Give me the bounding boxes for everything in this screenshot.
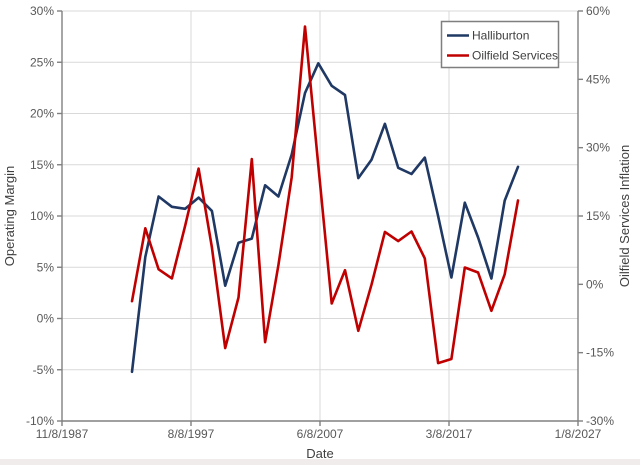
left-axis-tick-label: 20% <box>30 107 54 121</box>
right-axis-tick-label: -30% <box>586 414 614 428</box>
x-axis-tick-label: 6/8/2007 <box>297 427 344 441</box>
right-axis-tick-label: 15% <box>586 209 610 223</box>
right-axis-tick-label: 30% <box>586 141 610 155</box>
x-axis-tick-label: 1/8/2027 <box>555 427 602 441</box>
right-axis-tick-label: 45% <box>586 72 610 86</box>
legend-label-oilfield-services: Oilfield Services <box>472 49 558 63</box>
right-axis-tick-label: 0% <box>586 277 604 291</box>
left-axis-tick-label: 5% <box>37 260 55 274</box>
legend-label-halliburton: Halliburton <box>472 29 529 43</box>
series-line-oilfield-services <box>130 25 520 365</box>
left-axis-tick-label: 0% <box>37 312 55 326</box>
left-axis-tick-label: -5% <box>33 363 55 377</box>
x-axis-tick-label: 3/8/2017 <box>426 427 473 441</box>
legend-border <box>440 20 560 69</box>
plot-area: 30% 25% 20% 15% 10% 5% 0% -5% -10% 60% 45% 30% 15% 0%… <box>26 4 614 441</box>
screenshot-bottom-edge <box>0 459 640 465</box>
x-axis-title: Date <box>306 446 333 461</box>
right-axis-tick-label: -15% <box>586 346 614 360</box>
legend: Halliburton Oilfield Services <box>440 20 560 69</box>
left-axis-tick-label: 25% <box>30 55 54 69</box>
right-axis-title: Oilfield Services Inflation <box>617 145 632 287</box>
left-axis-title: Operating Margin <box>2 166 17 266</box>
left-axis-tick-label: 15% <box>30 158 54 172</box>
left-axis-tick-label: 10% <box>30 209 54 223</box>
x-axis-tick-label: 8/8/1997 <box>168 427 215 441</box>
right-axis-tick-label: 60% <box>586 4 610 18</box>
left-axis-tick-label: 30% <box>30 4 54 18</box>
series-line-halliburton <box>130 61 520 374</box>
x-axis-tick-label: 11/8/1987 <box>36 427 89 441</box>
left-axis-tick-label: -10% <box>26 414 54 428</box>
